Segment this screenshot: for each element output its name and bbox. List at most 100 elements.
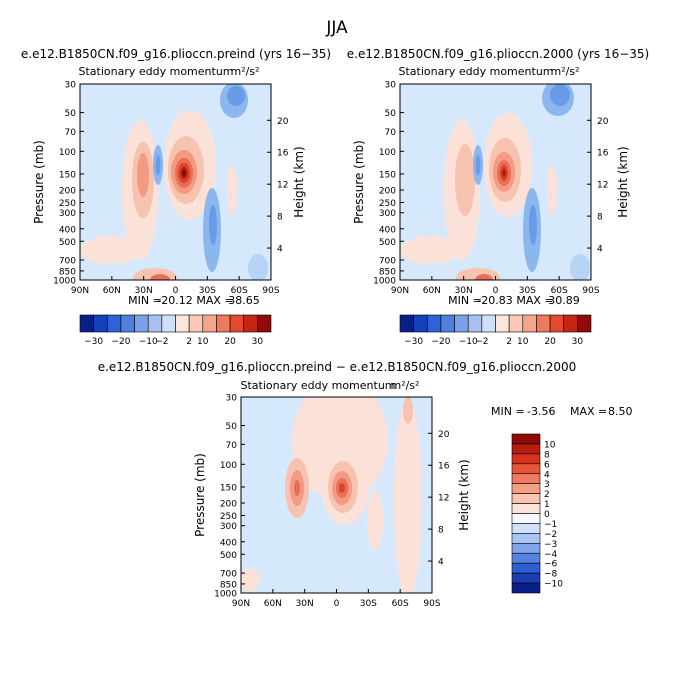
x-tick-label: 30S xyxy=(519,286,536,296)
colorbar-swatch xyxy=(549,314,565,333)
y-tick-label: 150 xyxy=(220,483,237,493)
y-axis-label: Pressure (mb) xyxy=(32,140,46,224)
colorbar: −30 −20 −10−2 2 10 20 30 xyxy=(399,314,592,347)
y-tick-label: 1000 xyxy=(53,277,76,287)
x-tick-label: 30N xyxy=(455,286,473,296)
y-tick-label: 50 xyxy=(65,109,77,119)
y-right-tick-label: 4 xyxy=(277,245,283,255)
max-label: MAX = xyxy=(196,294,233,307)
y-right-tick-label: 20 xyxy=(597,117,609,127)
max-value: 8.50 xyxy=(608,405,633,418)
x-tick-label: 90N xyxy=(391,286,409,296)
panel-subtitle: Stationary eddy momentum xyxy=(398,65,553,78)
max-value: 30.89 xyxy=(548,294,580,307)
colorbar-swatch xyxy=(511,503,541,514)
min-value: -20.12 xyxy=(157,294,192,307)
colorbar-swatch xyxy=(229,314,245,333)
colorbar-swatch xyxy=(511,572,541,584)
colorbar-swatch xyxy=(511,543,541,554)
panel-preind: e.e12.B1850CN.f09_g16.plioccn.preind (yr… xyxy=(21,47,331,347)
contour-jet-7 xyxy=(182,170,186,176)
colorbar-swatch xyxy=(511,473,541,484)
y-right-tick-label: 8 xyxy=(277,213,283,223)
y-tick-label: 200 xyxy=(59,187,76,197)
colorbar-label: 1 xyxy=(544,500,550,510)
y-axis-label: Pressure (mb) xyxy=(193,453,207,537)
colorbar-label: 6 xyxy=(544,460,550,470)
y-tick-label: 30 xyxy=(226,394,238,404)
x-tick-label: 30S xyxy=(199,286,216,296)
contour-field xyxy=(241,397,432,593)
panel-title: e.e12.B1850CN.f09_g16.plioccn.preind (yr… xyxy=(21,47,331,61)
colorbar-swatch xyxy=(511,513,541,524)
x-tick-label: 60S xyxy=(392,599,409,609)
contour-field xyxy=(400,84,591,280)
y-tick-label: 700 xyxy=(220,570,237,580)
colorbar-swatch xyxy=(511,533,541,544)
panel-title: e.e12.B1850CN.f09_g16.plioccn.preind − e… xyxy=(98,360,577,374)
colorbar-label: −2 xyxy=(155,337,168,347)
y-axis-label-right: Height (km) xyxy=(616,146,630,217)
contour-red-surface-core xyxy=(475,274,493,280)
colorbar-swatch xyxy=(147,314,163,333)
colorbar-swatch xyxy=(106,314,122,333)
colorbar-label: −4 xyxy=(544,550,558,560)
colorbar-label: −10 xyxy=(544,580,563,590)
colorbar-swatch xyxy=(202,314,217,333)
colorbar-label: −30 xyxy=(404,337,423,347)
y-tick-label: 400 xyxy=(220,538,237,548)
panel-title: e.e12.B1850CN.f09_g16.plioccn.2000 (yrs … xyxy=(347,47,649,61)
x-tick-label: 0 xyxy=(334,599,340,609)
axis-ticks: 90N 60N 30N 0 30S 60S 90S 30 50 70 100 150 200 250300… xyxy=(214,394,450,610)
y-tick-label: 200 xyxy=(379,187,396,197)
y-tick-label: 300 xyxy=(220,522,237,532)
max-label: MAX = xyxy=(570,405,607,418)
page-title: JJA xyxy=(325,18,348,38)
x-tick-label: 30N xyxy=(135,286,153,296)
colorbar-label: 8 xyxy=(544,450,550,460)
y-right-tick-label: 16 xyxy=(438,462,450,472)
contour-red-side xyxy=(547,165,557,215)
colorbar-label: −20 xyxy=(111,337,130,347)
contour-red-low xyxy=(400,236,460,264)
y-tick-label: 500 xyxy=(59,238,76,248)
contour-blue-lower-core xyxy=(209,205,217,245)
contour-blue-thin-core xyxy=(475,155,481,175)
y-tick-label: 250 xyxy=(59,199,76,209)
colorbar-swatch xyxy=(161,314,176,333)
colorbar-swatch xyxy=(495,314,510,333)
colorbar-label: 3 xyxy=(544,480,550,490)
colorbar-label: 2 xyxy=(186,337,192,347)
colorbar-label: 20 xyxy=(224,337,236,347)
colorbar: −30 −20 −10−2 2 10 20 30 xyxy=(79,314,272,347)
x-tick-label: 90N xyxy=(232,599,250,609)
x-tick-label: 60N xyxy=(264,599,282,609)
y-tick-label: 850 xyxy=(220,580,237,590)
y-right-tick-label: 4 xyxy=(597,245,603,255)
y-tick-label: 50 xyxy=(226,422,238,432)
colorbar-label: 30 xyxy=(252,337,264,347)
contour-blue-upper-core xyxy=(550,84,570,106)
x-tick-label: 90S xyxy=(582,286,599,296)
y-tick-label: 250 xyxy=(379,199,396,209)
colorbar-label: 0 xyxy=(544,510,550,520)
colorbar-label: −6 xyxy=(544,560,558,570)
colorbar-label: −30 xyxy=(84,337,103,347)
contour-blue-south xyxy=(248,254,268,280)
y-tick-label: 200 xyxy=(220,500,237,510)
colorbar-swatch xyxy=(511,443,541,455)
contour-blue-south xyxy=(570,254,590,280)
contour-blue-thin-core xyxy=(155,155,161,175)
y-tick-label: 30 xyxy=(65,81,77,91)
y-tick-label: 150 xyxy=(379,170,396,180)
panel-subtitle: Stationary eddy momentum xyxy=(240,379,395,392)
y-right-tick-label: 16 xyxy=(597,149,609,159)
colorbar-label: 10 xyxy=(197,337,209,347)
y-tick-label: 1000 xyxy=(214,590,237,600)
min-value: -20.83 xyxy=(477,294,512,307)
colorbar-swatch xyxy=(134,314,149,333)
colorbar-swatch xyxy=(413,314,428,333)
y-tick-label: 400 xyxy=(379,225,396,235)
